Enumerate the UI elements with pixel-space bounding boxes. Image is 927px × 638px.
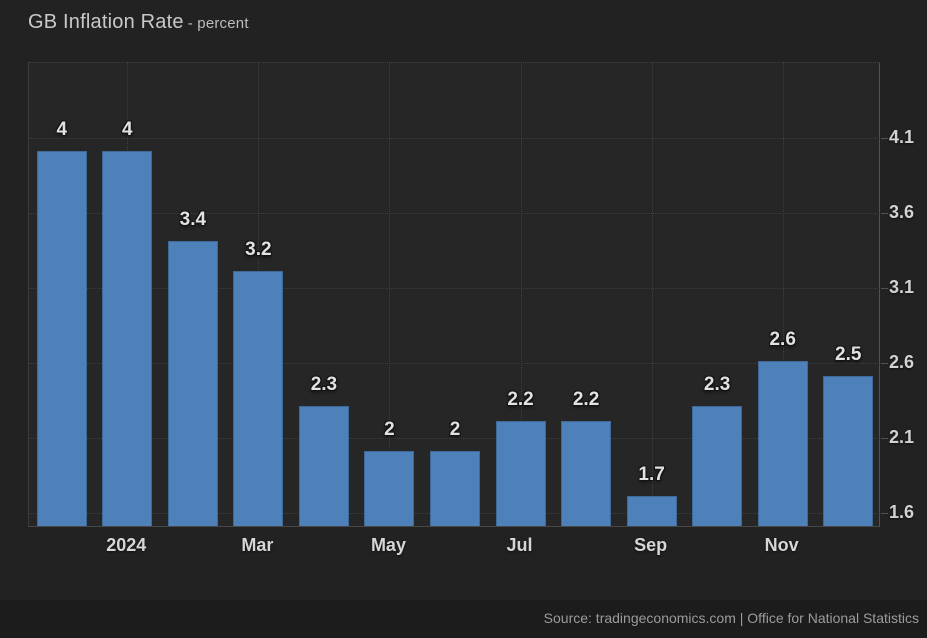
bar[interactable] xyxy=(626,496,677,526)
bar[interactable] xyxy=(692,406,743,526)
chart-title: GB Inflation Rate - percent xyxy=(28,11,249,34)
y-tick-mark xyxy=(881,363,888,364)
y-tick-mark xyxy=(881,288,888,289)
gridline-vertical xyxy=(651,63,653,526)
y-tick-mark xyxy=(881,438,888,439)
bar[interactable] xyxy=(495,421,546,526)
bar-value-label: 2.5 xyxy=(835,344,862,365)
x-tick-label: May xyxy=(370,535,406,555)
bar-value-label: 2.2 xyxy=(572,389,600,410)
y-tick-label: 3.1 xyxy=(889,277,915,297)
bar[interactable] xyxy=(36,151,87,526)
source-attribution: Source: tradingeconomics.com | Office fo… xyxy=(543,610,919,626)
y-tick-mark xyxy=(881,513,888,514)
bar-value-label: 4 xyxy=(122,119,133,140)
bar[interactable] xyxy=(364,451,415,526)
gridline-vertical xyxy=(389,63,391,526)
plot-area: 4 4 3.4 3.2 2.3 2 2 2.2 2.2 1.7 2.3 2.6 2.5 xyxy=(28,62,888,527)
bar[interactable] xyxy=(823,376,874,526)
bar-value-label: 3.2 xyxy=(245,239,272,260)
x-tick-label: Sep xyxy=(634,535,668,555)
x-tick-label: Jul xyxy=(506,535,533,555)
y-tick-label: 2.1 xyxy=(889,427,915,447)
gridline-horizontal xyxy=(29,213,880,214)
bar-value-label: 2 xyxy=(449,419,461,440)
y-tick-label: 3.6 xyxy=(889,202,915,222)
x-tick-label: 2024 xyxy=(106,535,147,555)
y-tick-mark xyxy=(881,138,888,139)
gridline-vertical xyxy=(782,63,784,526)
footer: Source: tradingeconomics.com | Office fo… xyxy=(0,600,927,638)
x-tick-label: Mar xyxy=(241,535,274,555)
bar[interactable] xyxy=(233,271,284,526)
bar-value-label: 2.2 xyxy=(507,389,534,410)
bar-value-label: 3.4 xyxy=(179,209,207,230)
bar-value-label: 2.6 xyxy=(769,329,796,350)
y-tick-label: 2.6 xyxy=(889,352,915,372)
bar[interactable] xyxy=(298,406,349,526)
bar[interactable] xyxy=(757,361,808,526)
gridline-horizontal xyxy=(29,288,880,289)
y-tick-mark xyxy=(881,213,888,214)
bar-value-label: 2 xyxy=(384,419,395,440)
y-tick-label: 4.1 xyxy=(889,127,915,147)
bar[interactable] xyxy=(561,421,612,526)
y-tick-label: 1.6 xyxy=(889,502,915,522)
bar-value-label: 1.7 xyxy=(638,464,665,485)
bar[interactable] xyxy=(102,151,153,526)
gridline-horizontal xyxy=(29,363,880,364)
bar[interactable] xyxy=(430,451,480,526)
x-tick-label: Nov xyxy=(764,535,799,555)
x-axis-labels: 2024 Mar May Jul Sep Nov xyxy=(28,533,880,557)
y-axis-line xyxy=(879,63,880,526)
bar[interactable] xyxy=(167,241,218,526)
chart-subtitle: - percent xyxy=(187,15,249,32)
gridline-horizontal xyxy=(29,438,880,439)
bar-value-label: 2.3 xyxy=(703,374,731,395)
gridline-vertical xyxy=(520,63,522,526)
chart-title-text: GB Inflation Rate xyxy=(28,11,184,33)
gridline-horizontal xyxy=(29,138,880,139)
bar-value-label: 2.3 xyxy=(310,374,338,395)
bar-value-label: 4 xyxy=(56,119,68,140)
